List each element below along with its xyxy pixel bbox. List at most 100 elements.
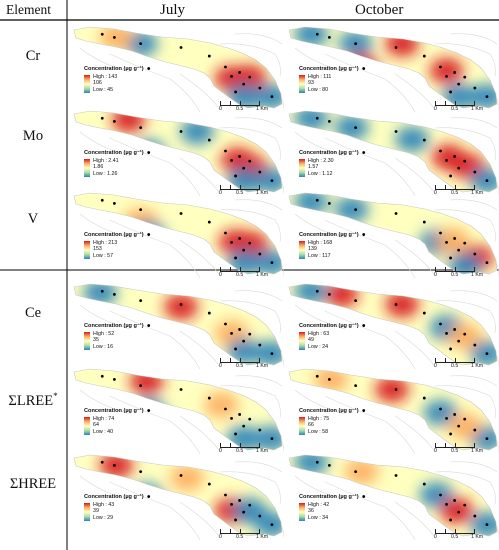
sample-point [473, 514, 477, 518]
sample-point [362, 151, 366, 154]
sample-point [439, 493, 442, 497]
map-panel-v-july: Concentration (µg g⁻¹) High : 213 153 Low :… [70, 190, 284, 279]
legend-color-ramp [84, 241, 90, 259]
concentration-legend: Concentration (µg g⁻¹) High : 63 49 Low : 2… [299, 323, 409, 350]
map-panel-sum-lree-july: Concentration (µg g⁻¹) High : 74 64 Low : 4… [70, 366, 284, 455]
legend-title: Concentration (µg g⁻¹) [84, 232, 144, 238]
sample-point [258, 514, 262, 518]
terrain-contours [79, 199, 284, 279]
scale-label-one: 1 Km [256, 534, 269, 540]
legend-color-ramp [299, 75, 305, 93]
sample-point [248, 417, 252, 421]
legend-mid: 64 [93, 422, 99, 428]
sample-point [327, 119, 331, 123]
sample-point [422, 396, 426, 400]
sample-point [258, 343, 262, 347]
scale-label-zero: 0 [434, 448, 437, 454]
sample-point [394, 130, 398, 133]
hotspot-high [385, 291, 420, 318]
legend-title: Concentration (µg g⁻¹) [299, 66, 359, 72]
sample-point [230, 158, 233, 162]
sample-point [457, 510, 461, 514]
sample-point [139, 42, 143, 45]
scale-bar: 0 0.5 1 Km [434, 267, 489, 278]
sample-point [449, 256, 452, 260]
map-panel-ce-october: Concentration (µg g⁻¹) High : 63 49 Low : 2… [285, 281, 499, 370]
sample-point [179, 212, 183, 215]
sample-point [248, 503, 252, 507]
sample-point [112, 292, 116, 296]
map-panel-mo-july: Concentration (µg g⁻¹) High : 2.41 1.86 Low… [70, 108, 284, 197]
sample-point [354, 470, 358, 473]
legend-high: High : 74 [93, 416, 115, 422]
sample-point [315, 198, 319, 202]
sample-point [457, 166, 461, 170]
sample-point [270, 523, 274, 527]
concentration-legend: Concentration (µg g⁻¹) High : 42 36 Low : 3… [299, 494, 409, 521]
sample-point [473, 343, 477, 347]
scale-label-one: 1 Km [256, 106, 269, 112]
sample-point [258, 170, 262, 174]
map-panel-sum-hree-october: Concentration (µg g⁻¹) High : 42 36 Low : 3… [285, 452, 499, 541]
scale-bar-line [220, 101, 260, 106]
sample-point [449, 347, 452, 351]
sample-point [112, 463, 116, 467]
sample-point [394, 212, 398, 215]
scale-label-zero: 0 [434, 106, 437, 112]
sample-point [224, 231, 227, 235]
scale-label-half: 0.5 [236, 190, 244, 196]
sample-point [248, 241, 252, 245]
legend-high: High : 75 [308, 416, 330, 422]
scale-bar-line [220, 185, 260, 190]
header-october: October [355, 2, 404, 18]
sample-point [270, 437, 274, 441]
legend-low: Low : 34 [308, 515, 329, 521]
sample-point [112, 119, 116, 123]
concentration-legend: Concentration (µg g⁻¹) High : 52 35 Low : 1… [84, 323, 194, 350]
legend-color-ramp [299, 417, 305, 435]
sample-point [230, 416, 233, 420]
sample-point [234, 432, 237, 436]
hotspot-mid_high [204, 392, 239, 419]
sample-point [445, 240, 448, 244]
concentration-legend: Concentration (µg g⁻¹) High : 2.30 1.57 Low… [299, 150, 409, 177]
sample-point [258, 86, 262, 90]
sample-point [463, 503, 467, 507]
sample-point [179, 46, 183, 49]
legend-low: Low : 29 [93, 515, 114, 521]
sample-point [139, 126, 143, 129]
scale-bar-line [435, 358, 475, 363]
legend-low: Low : 40 [93, 429, 114, 435]
lake-outline [73, 26, 283, 109]
sample-point [234, 518, 237, 522]
legend-color-ramp [84, 75, 90, 93]
sample-point [238, 413, 242, 416]
lake-outline [288, 283, 498, 366]
scale-bar-line [435, 529, 475, 534]
element-name: Ce [24, 305, 42, 321]
sample-point [242, 166, 246, 170]
scale-label-half: 0.5 [451, 363, 459, 369]
scale-label-half: 0.5 [451, 534, 459, 540]
scale-label-half: 0.5 [451, 190, 459, 196]
sample-point [439, 231, 442, 235]
sample-point [453, 328, 457, 331]
sample-point [354, 299, 358, 302]
legend-title: Concentration (µg g⁻¹) [299, 323, 359, 329]
sample-point [248, 159, 252, 163]
scale-bar-line [435, 267, 475, 272]
sample-point [238, 499, 242, 502]
lake-outline [288, 192, 498, 275]
sample-point [100, 116, 104, 120]
sample-point [362, 495, 366, 498]
sample-point [453, 71, 457, 74]
sample-point [147, 409, 151, 412]
sample-point [315, 374, 319, 378]
sample-point [242, 424, 246, 428]
scale-label-half: 0.5 [451, 272, 459, 278]
concentration-legend: Concentration (µg g⁻¹) High : 2.41 1.86 Low… [84, 150, 194, 177]
legend-low: Low : 57 [93, 253, 114, 259]
sample-point [315, 32, 319, 36]
element-label: Mo [0, 128, 66, 145]
header-element: Element [6, 2, 51, 17]
